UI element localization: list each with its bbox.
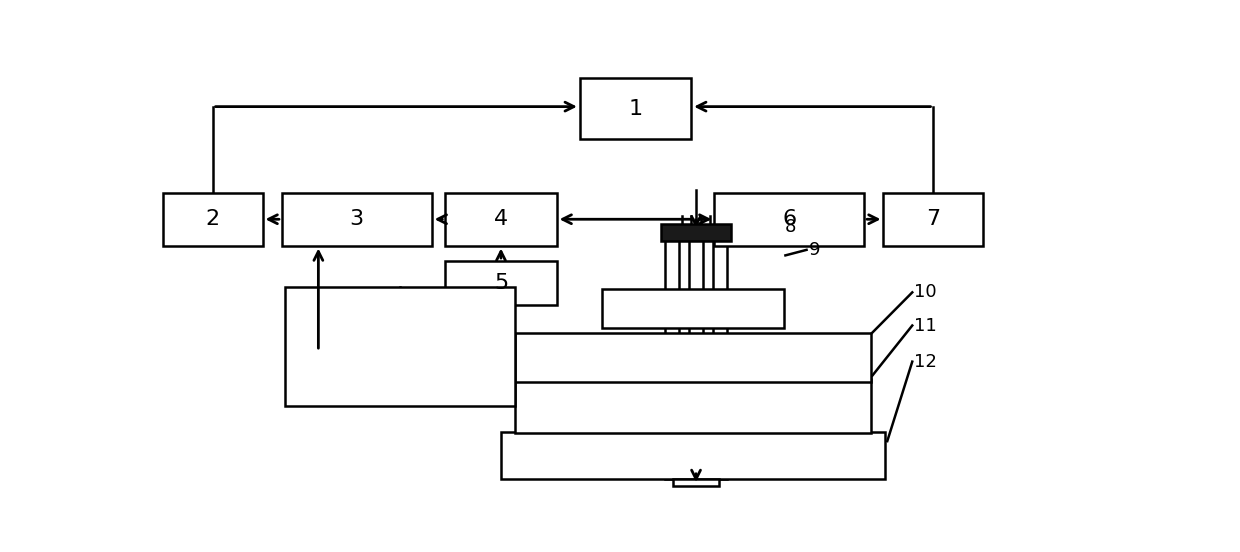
Bar [580,78,691,139]
Text: 12: 12 [914,353,937,370]
Text: 9: 9 [808,241,820,259]
Text: 3: 3 [350,209,363,229]
Text: 10: 10 [914,283,936,301]
Bar [501,432,885,479]
Bar [162,193,263,246]
Bar [285,287,516,406]
Bar [673,479,719,486]
Bar [714,193,864,246]
Text: 1: 1 [629,99,642,119]
Text: 4: 4 [494,209,508,229]
Text: 5: 5 [494,273,508,293]
Bar [516,333,870,382]
Bar [445,193,557,246]
Text: 6: 6 [782,209,796,229]
Bar [601,289,785,328]
Bar [666,230,727,479]
Bar [281,193,432,246]
Text: 2: 2 [206,209,219,229]
Bar [445,261,557,305]
Text: 7: 7 [926,209,940,229]
Text: 11: 11 [914,316,937,335]
Bar [661,224,730,241]
Text: 8: 8 [785,218,796,236]
Bar [516,379,870,433]
Bar [883,193,983,246]
